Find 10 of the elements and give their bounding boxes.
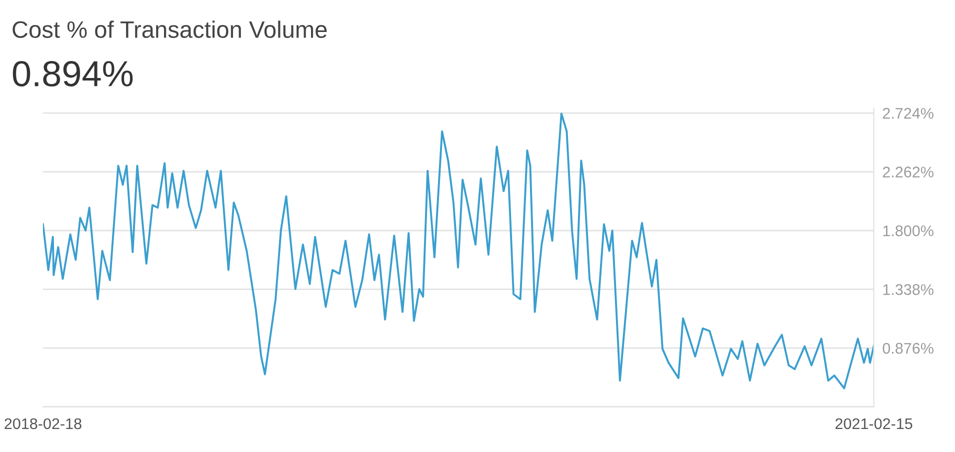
x-tick-label: 2021-02-15 <box>836 418 912 430</box>
y-tick-label: 1.338% <box>883 284 934 295</box>
y-tick-label: 2.724% <box>882 108 934 119</box>
line-series <box>42 112 874 390</box>
y-tick-label: 1.800% <box>883 225 934 236</box>
chart-subtitle: 0.894% <box>12 60 133 87</box>
x-tick-label: 2018-02-18 <box>4 418 82 430</box>
y-tick-label: 2.262% <box>882 166 934 178</box>
y-tick-label: 0.876% <box>882 342 934 354</box>
chart-title: Cost % of Transaction Volume <box>12 20 327 38</box>
